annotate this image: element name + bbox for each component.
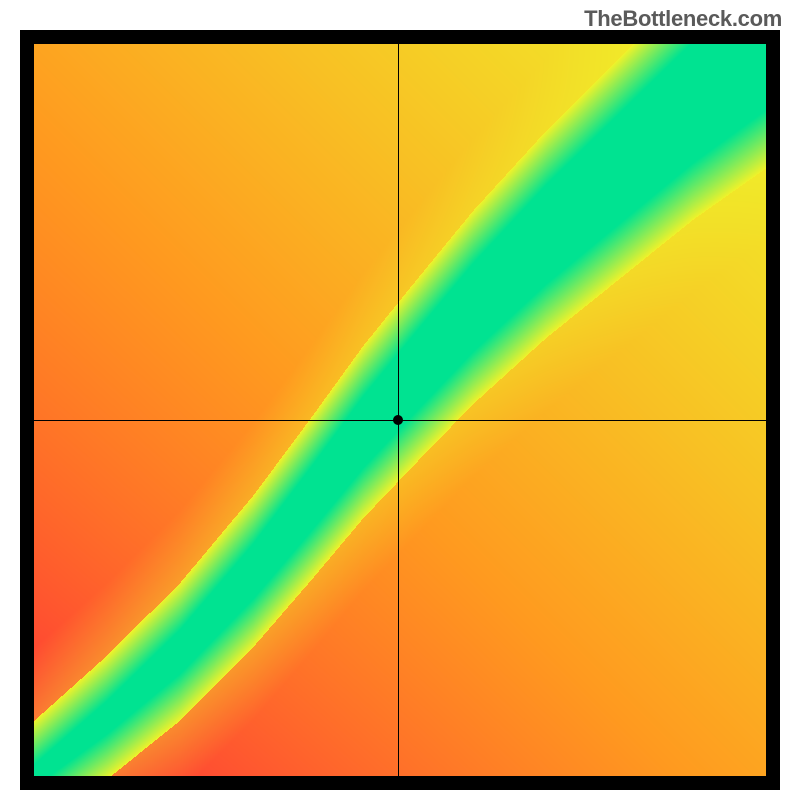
watermark-text: TheBottleneck.com (584, 6, 782, 32)
chart-frame (20, 30, 780, 790)
crosshair-vertical (398, 44, 399, 776)
heatmap-canvas (34, 44, 766, 776)
chart-container: TheBottleneck.com (0, 0, 800, 800)
focus-marker (393, 415, 403, 425)
